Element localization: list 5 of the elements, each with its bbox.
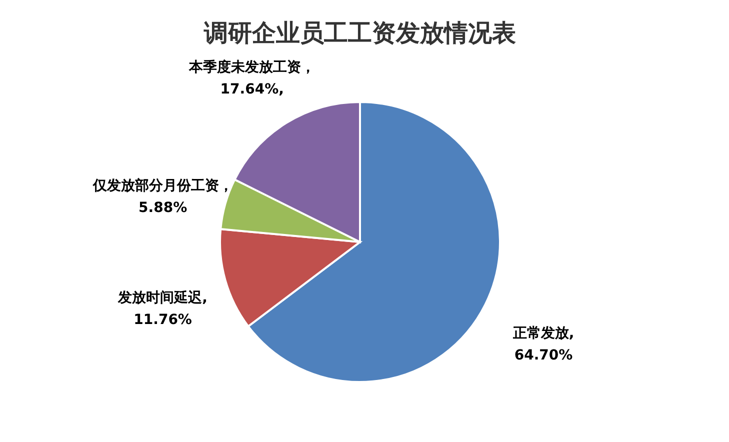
chart-title: 调研企业员工工资发放情况表: [203, 18, 516, 47]
slice-label: 发放时间延迟,11.76%: [117, 290, 208, 328]
slice-label: 本季度未发放工资，17.64%,: [188, 58, 316, 98]
slice-label: 正常发放,64.70%: [512, 325, 574, 364]
slice-label: 仅发放部分月份工资，5.88%: [92, 176, 233, 216]
